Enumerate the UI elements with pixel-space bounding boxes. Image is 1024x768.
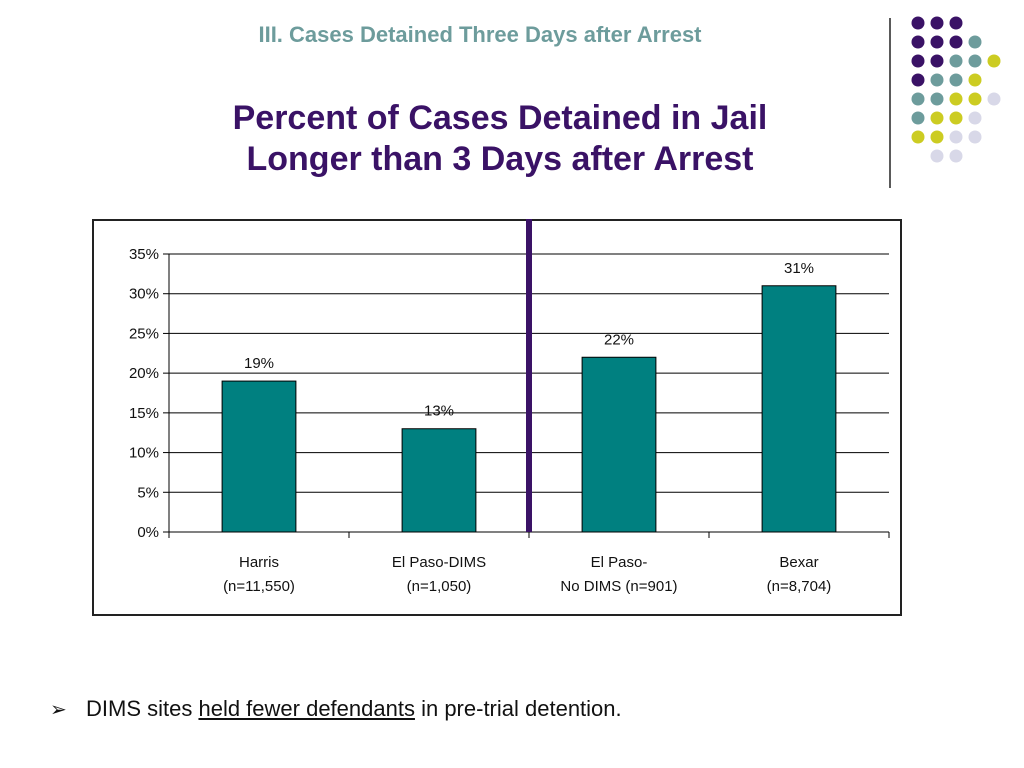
y-tick-label: 20% — [129, 365, 159, 382]
decor-dot — [911, 16, 925, 30]
decor-dot — [949, 54, 963, 68]
bar — [221, 380, 297, 533]
category-label-line-1: El Paso- — [590, 554, 648, 571]
decor-dot — [949, 35, 963, 49]
decor-dot — [930, 16, 944, 30]
decor-dot — [930, 130, 944, 144]
decor-dot — [968, 92, 982, 106]
bullet-text-part-1: DIMS sites — [86, 696, 199, 721]
header-divider-line — [889, 18, 891, 188]
slide-title-line-2: Longer than 3 Days after Arrest — [246, 140, 754, 178]
category-label-line-2: (n=1,050) — [406, 578, 472, 595]
category-label-line-1: El Paso-DIMS — [391, 554, 487, 571]
category-label-line-2: (n=8,704) — [766, 578, 832, 595]
decor-dot — [930, 149, 944, 163]
category-label-el-paso-dims: El Paso-DIMS (n=1,050) — [349, 551, 529, 599]
decor-dot — [930, 92, 944, 106]
decor-dot — [911, 35, 925, 49]
y-tick-label: 0% — [137, 524, 159, 541]
category-label-harris: Harris (n=11,550) — [169, 551, 349, 599]
y-tick-label: 15% — [129, 405, 159, 422]
category-label-el-paso-no-dims: El Paso- No DIMS (n=901) — [529, 551, 709, 599]
decor-dot — [968, 35, 982, 49]
decor-dot — [949, 130, 963, 144]
bar — [761, 285, 837, 533]
y-tick-label: 5% — [137, 484, 159, 501]
slide-title-line-1: Percent of Cases Detained in Jail — [232, 99, 768, 137]
bar-chart: 0% 5% 10% 15% 20% 25% 30% 35% 19% 13% 22% 31% — [129, 219, 890, 541]
bar-data-label: 19% — [244, 355, 274, 372]
decor-dot — [930, 35, 944, 49]
decor-dot — [968, 73, 982, 87]
decor-dot — [968, 54, 982, 68]
decor-dot — [911, 92, 925, 106]
decor-dot — [930, 111, 944, 125]
decor-dot — [911, 111, 925, 125]
bar-data-label: 22% — [604, 331, 634, 348]
decor-dot — [911, 54, 925, 68]
category-label-line-1: Harris — [239, 554, 279, 571]
bullet-item: ➢ DIMS sites held fewer defendants in pre… — [50, 696, 622, 722]
decor-dot — [949, 149, 963, 163]
decor-dot — [949, 16, 963, 30]
decor-dot — [930, 73, 944, 87]
slide-title: Percent of Cases Detained in Jail Longer… — [150, 98, 850, 180]
category-label-line-2: (n=11,550) — [223, 578, 295, 595]
bullet-text-part-2: held fewer defendants — [198, 696, 415, 721]
decor-dot — [949, 92, 963, 106]
y-tick-label: 10% — [129, 445, 159, 462]
section-heading: III. Cases Detained Three Days after Arr… — [258, 22, 702, 47]
bar-data-label: 31% — [784, 260, 814, 277]
category-label-line-2: No DIMS (n=901) — [560, 578, 678, 595]
decor-dot — [911, 73, 925, 87]
decor-dot — [968, 111, 982, 125]
category-label-line-1: Bexar — [779, 554, 819, 571]
decor-dot — [949, 111, 963, 125]
bar-data-label: 13% — [424, 403, 454, 420]
bar — [401, 428, 477, 533]
arrow-bullet-icon: ➢ — [50, 699, 67, 721]
decor-dot — [968, 130, 982, 144]
decor-dot — [911, 130, 925, 144]
decor-dot — [949, 73, 963, 87]
bar — [581, 356, 657, 533]
decor-dot — [987, 92, 1001, 106]
bullet-text-part-3: in pre-trial detention. — [414, 696, 622, 721]
y-tick-label: 30% — [129, 286, 159, 303]
decorative-dot-pattern — [911, 16, 1001, 163]
y-tick-label: 35% — [129, 246, 159, 263]
decor-dot — [987, 54, 1001, 68]
category-label-bexar: Bexar (n=8,704) — [709, 551, 889, 599]
decor-dot — [930, 54, 944, 68]
y-tick-label: 25% — [129, 325, 159, 342]
chart-frame: 0% 5% 10% 15% 20% 25% 30% 35% 19% 13% 22% 31% Harri… — [92, 219, 902, 616]
